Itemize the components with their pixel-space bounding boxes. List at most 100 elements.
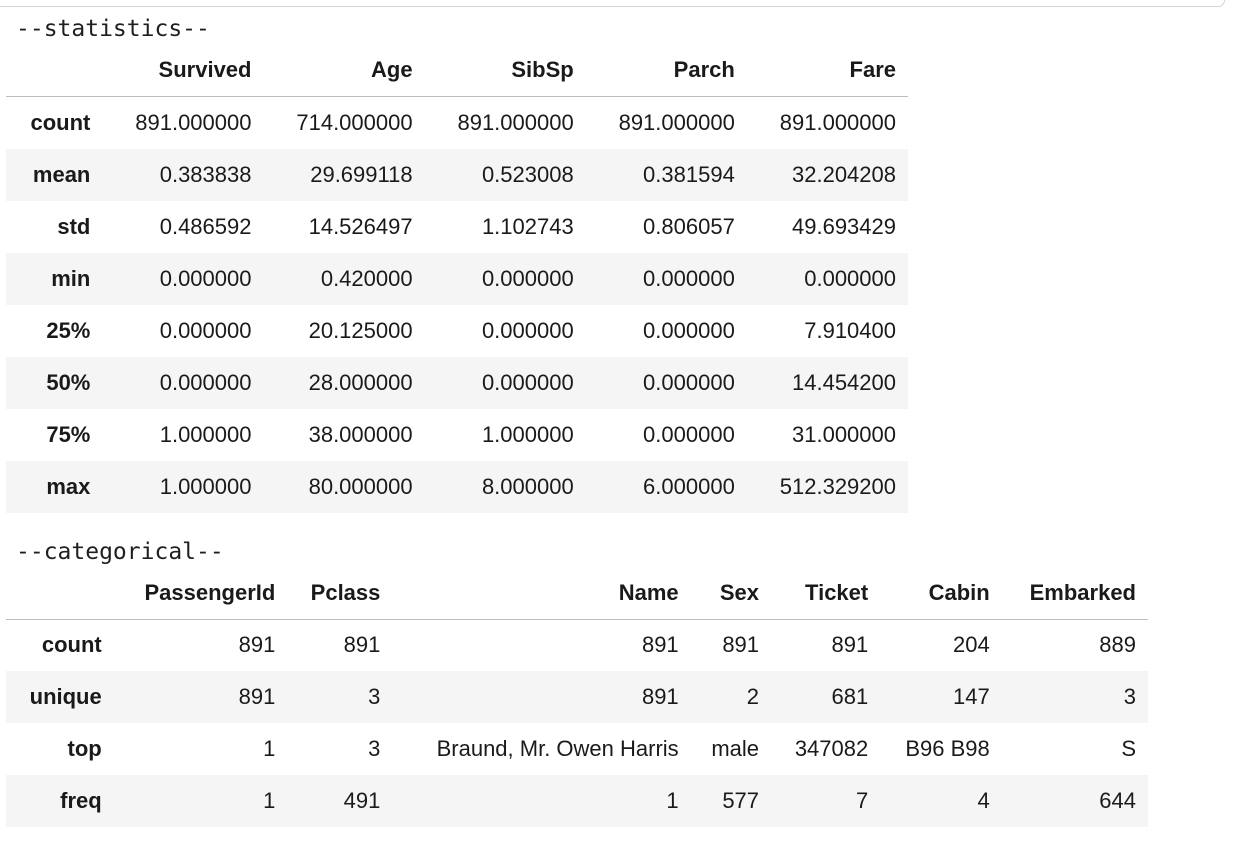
table-cell: 644 (1099, 788, 1136, 813)
column-header: PassengerId (113, 566, 288, 620)
table-cell: 891 (641, 684, 679, 709)
table-header: PassengerId Pclass Name Sex Ticket Cabin Embar… (6, 566, 1148, 620)
table-cell: Braund, Mr. Owen Harris (436, 736, 679, 761)
header-row: PassengerId Pclass Name Sex Ticket Cabin Embar… (6, 566, 1148, 620)
table-cell: 204 (953, 632, 990, 658)
table-row: count 891.000000 714.000000 891.000000 891.0… (6, 97, 908, 149)
table-row: freq 1 491 1 577 7 4 644 (6, 775, 1148, 827)
row-label: min (51, 265, 91, 291)
table-cell: 1.000000 (481, 421, 574, 447)
index-header (6, 44, 103, 97)
table-cell: 20.125000 (308, 317, 413, 343)
table-cell: 891 (831, 632, 869, 658)
table-row: 75% 1.000000 38.000000 1.000000 0.000000 31.0… (6, 409, 908, 461)
table-cell: 491 (343, 788, 381, 813)
column-header: Fare (746, 44, 908, 97)
table-cell: B96 B98 (905, 736, 990, 761)
column-header: Embarked (1001, 566, 1148, 620)
table-cell: 681 (831, 684, 869, 709)
table-row: unique 891 3 891 2 681 147 3 (6, 671, 1148, 723)
categorical-table: PassengerId Pclass Name Sex Ticket Cabin Embar… (6, 566, 1148, 827)
table-cell: 3 (368, 736, 381, 761)
table-cell: 577 (722, 788, 760, 813)
table-row: max 1.000000 80.000000 8.000000 6.000000 512.… (6, 460, 908, 513)
table-body: count 891.000000 714.000000 891.000000 891.0… (6, 97, 908, 513)
table-cell: 0.000000 (481, 369, 574, 395)
table-cell: 7 (855, 788, 869, 813)
table-cell: 891 (238, 632, 276, 658)
table-cell: 512.329200 (779, 473, 896, 499)
table-row: 50% 0.000000 28.000000 0.000000 0.000000 14.4… (6, 356, 908, 409)
row-label: 25% (46, 317, 91, 343)
row-label: top (67, 736, 102, 761)
row-label: freq (60, 788, 102, 813)
table-cell: 32.204208 (792, 161, 896, 187)
column-header: Sex (690, 566, 772, 620)
table-header: Survived Age SibSp Parch Fare (6, 44, 908, 97)
table-cell: 0.420000 (320, 265, 413, 291)
table-cell: 80.000000 (308, 473, 413, 499)
table-cell: 29.699118 (310, 161, 413, 187)
table-cell: 0.000000 (481, 317, 574, 343)
column-header: Age (263, 44, 425, 97)
column-header: Parch (585, 44, 747, 97)
table-cell: S (1121, 736, 1136, 761)
table-cell: 891 (641, 632, 679, 658)
header-row: Survived Age SibSp Parch Fare (6, 44, 908, 97)
table-cell: 14.526497 (308, 213, 413, 239)
table-row: min 0.000000 0.420000 0.000000 0.000000 0.000… (6, 252, 908, 305)
row-label: mean (32, 161, 91, 187)
table-cell: 891 (238, 684, 276, 709)
column-header: Pclass (287, 566, 393, 620)
table-cell: 891.000000 (618, 109, 735, 135)
cell-output: --statistics-- Survived Age SibSp Parch Fare… (6, 14, 1148, 827)
table-cell: 0.000000 (643, 317, 735, 343)
table-cell: 38.000000 (308, 421, 413, 447)
table-cell: 0.000000 (804, 265, 896, 291)
table-cell: 6.000000 (643, 473, 735, 499)
table-cell: 3 (368, 684, 381, 709)
table-cell: 4 (977, 788, 990, 813)
table-cell: 891.000000 (457, 109, 574, 135)
table-cell: 28.000000 (308, 369, 413, 395)
table-cell: 891 (722, 632, 760, 658)
column-header: Name (392, 566, 691, 620)
table-cell: 0.383838 (159, 161, 252, 187)
table-cell: 347082 (794, 736, 869, 761)
table-cell: male (711, 736, 760, 761)
column-header: Ticket (771, 566, 881, 620)
row-label: std (57, 213, 91, 239)
column-header: SibSp (424, 44, 586, 97)
table-cell: 1 (666, 788, 679, 813)
table-cell: 1.102743 (481, 213, 574, 239)
table-row: top 1 3 Braund, Mr. Owen Harris male 347082 B9… (6, 723, 1148, 775)
table-row: std 0.486592 14.526497 1.102743 0.806057 49.6… (6, 201, 908, 253)
cell-output-border (0, 0, 1225, 7)
table-cell: 891.000000 (135, 109, 252, 135)
row-label: max (46, 473, 91, 499)
table-cell: 14.454200 (792, 369, 896, 395)
table-cell: 0.000000 (159, 265, 252, 291)
table-cell: 0.000000 (159, 317, 252, 343)
table-cell: 0.000000 (159, 369, 252, 395)
table-cell: 0.000000 (643, 421, 735, 447)
table-cell: 1 (263, 736, 276, 761)
table-cell: 891.000000 (779, 109, 896, 135)
table-cell: 49.693429 (792, 213, 896, 239)
statistics-table: Survived Age SibSp Parch Fare count 891.00000… (6, 44, 908, 513)
table-cell: 0.806057 (643, 213, 735, 239)
row-label: count (41, 632, 102, 658)
table-cell: 0.523008 (481, 161, 574, 187)
table-cell: 0.000000 (643, 265, 735, 291)
row-label: 50% (46, 369, 91, 395)
table-cell: 7.910400 (804, 317, 896, 343)
table-cell: 3 (1123, 684, 1136, 709)
table-body: count 891 891 891 891 891 204 889 unique 891 3 891 2… (6, 619, 1148, 827)
table-cell: 889 (1099, 632, 1136, 658)
column-header: Survived (102, 44, 264, 97)
table-cell: 1 (263, 788, 276, 813)
table-cell: 2 (746, 684, 760, 709)
table-cell: 0.486592 (159, 213, 252, 239)
column-header: Cabin (880, 566, 1002, 620)
table-cell: 0.381594 (643, 161, 735, 187)
